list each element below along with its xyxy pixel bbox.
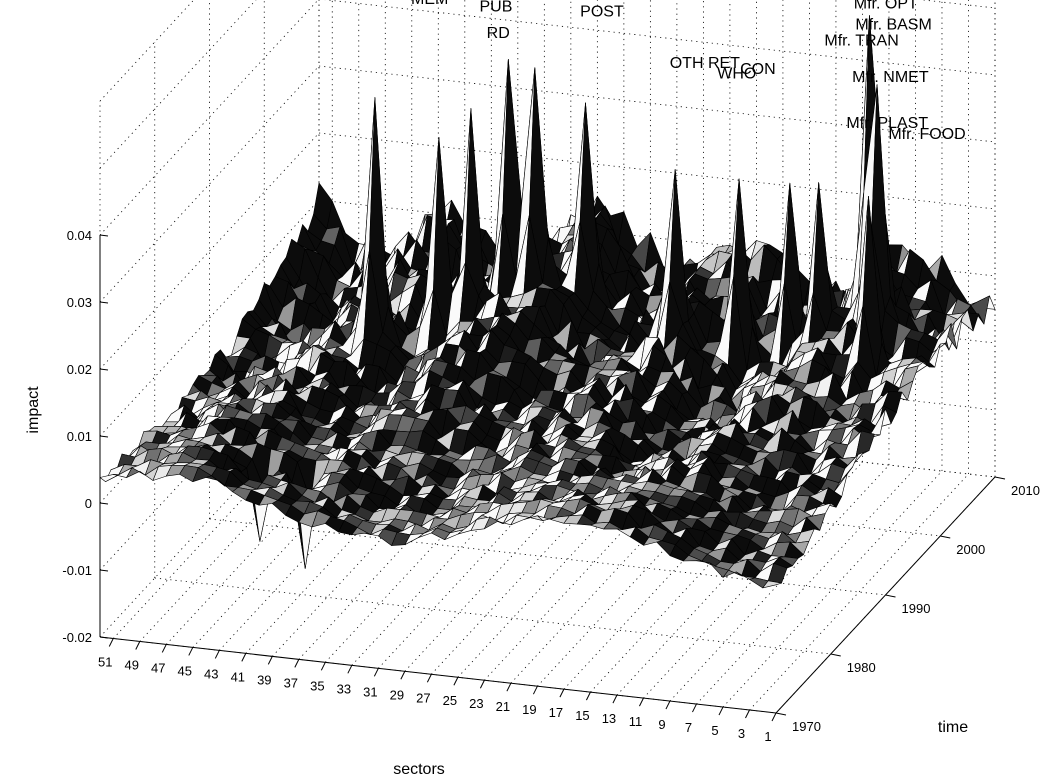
x-tick (400, 671, 406, 680)
surface-mesh (99, 15, 996, 589)
y-tick-label: 2000 (956, 542, 985, 557)
surface-patch (99, 474, 119, 482)
x-tick (585, 691, 591, 701)
z-tick (99, 234, 109, 237)
x-tick (214, 650, 220, 659)
x-tick-label: 5 (711, 723, 718, 738)
y-tick (885, 594, 896, 598)
x-tick (771, 712, 777, 722)
sector-annotation: Mfr. TRAN (824, 33, 898, 50)
y-axis-label: time (938, 719, 968, 736)
sector-annotation: WHO (717, 65, 756, 82)
sector-annotation: CON (740, 61, 776, 78)
sector-annotation: Mfr. PLAST (846, 115, 928, 132)
y-tick-label: 1980 (847, 660, 876, 675)
x-tick (665, 700, 671, 710)
x-tick-label: 9 (658, 717, 665, 732)
z-tick-label: -0.01 (62, 563, 92, 578)
x-axis-line (99, 636, 777, 714)
x-tick (718, 706, 724, 716)
x-tick-label: 33 (337, 681, 351, 696)
x-tick-label: 15 (575, 708, 589, 723)
x-tick (639, 697, 644, 707)
x-tick-label: 43 (204, 666, 218, 681)
x-tick-label: 49 (125, 657, 139, 672)
z-tick (99, 569, 109, 572)
surface-patch (762, 580, 782, 589)
z-tick-label: -0.02 (62, 630, 92, 645)
x-tick-label: 39 (257, 672, 271, 687)
x-axis-label: sectors (393, 761, 445, 778)
z-tick-label: 0.01 (67, 429, 92, 444)
z-tick-label: 0.03 (67, 295, 92, 310)
x-tick-label: 19 (522, 702, 536, 717)
z-tick-label: 0 (85, 496, 92, 511)
x-tick (506, 682, 512, 692)
x-tick (479, 679, 485, 689)
x-tick-label: 51 (98, 654, 112, 669)
x-tick-label: 27 (416, 690, 430, 705)
sector-annotation: Mfr. OPT (854, 0, 918, 13)
sector-annotation: RD (487, 25, 510, 42)
x-tick (188, 647, 194, 656)
x-tick (692, 703, 697, 713)
sector-annotation: OTH RET (670, 55, 740, 72)
z-tick (99, 502, 109, 505)
z-tick (99, 435, 109, 438)
z-tick-label: 0.04 (67, 228, 92, 243)
x-tick (320, 662, 326, 671)
sector-annotation: Mfr. BASM (855, 16, 931, 33)
sector-annotation: POST (580, 4, 624, 21)
y-tick-label: 1990 (902, 601, 931, 616)
x-tick (241, 653, 247, 662)
sector-annotation: Mfr. NMET (852, 69, 929, 86)
x-tick (745, 709, 750, 719)
x-tick-label: 31 (363, 684, 377, 699)
sector-annotation: Mfr. FOOD (888, 126, 965, 143)
x-tick (373, 668, 379, 677)
z-tick (99, 301, 109, 304)
y-tick (940, 535, 951, 539)
x-tick-label: 3 (738, 726, 745, 741)
z-tick-label: 0.02 (67, 362, 92, 377)
z-axis-label: impact (25, 386, 42, 434)
y-tick-label: 1970 (792, 719, 821, 734)
x-tick-label: 25 (443, 693, 457, 708)
sector-annotation: PUB (479, 0, 512, 15)
x-tick (532, 685, 538, 695)
x-tick (267, 656, 273, 665)
x-tick-label: 29 (390, 687, 404, 702)
y-tick (775, 712, 787, 716)
x-tick (347, 665, 353, 674)
x-tick-label: 7 (685, 720, 692, 735)
x-tick-label: 11 (629, 714, 643, 729)
x-tick-label: 41 (231, 669, 245, 684)
z-tick (99, 368, 109, 371)
x-tick (612, 694, 618, 704)
x-tick-label: 37 (284, 675, 298, 690)
x-tick-label: 23 (469, 696, 483, 711)
x-tick (294, 659, 300, 668)
x-tick-label: 17 (549, 705, 563, 720)
x-tick-label: 13 (602, 711, 616, 726)
x-tick (559, 688, 565, 698)
y-tick (830, 653, 841, 657)
y-tick-label: 2010 (1011, 483, 1040, 498)
x-tick-label: 35 (310, 678, 324, 693)
x-tick (108, 638, 114, 647)
surface-patch (465, 108, 485, 297)
x-tick-label: 21 (496, 699, 510, 714)
x-tick-label: 1 (764, 729, 771, 744)
x-tick (135, 641, 141, 650)
y-tick (994, 476, 1006, 480)
x-tick-label: 47 (151, 660, 165, 675)
sector-annotation: MEM (411, 0, 448, 8)
x-tick (161, 644, 167, 653)
x-tick (426, 674, 432, 683)
x-tick (453, 677, 459, 686)
x-tick-label: 45 (178, 663, 192, 678)
